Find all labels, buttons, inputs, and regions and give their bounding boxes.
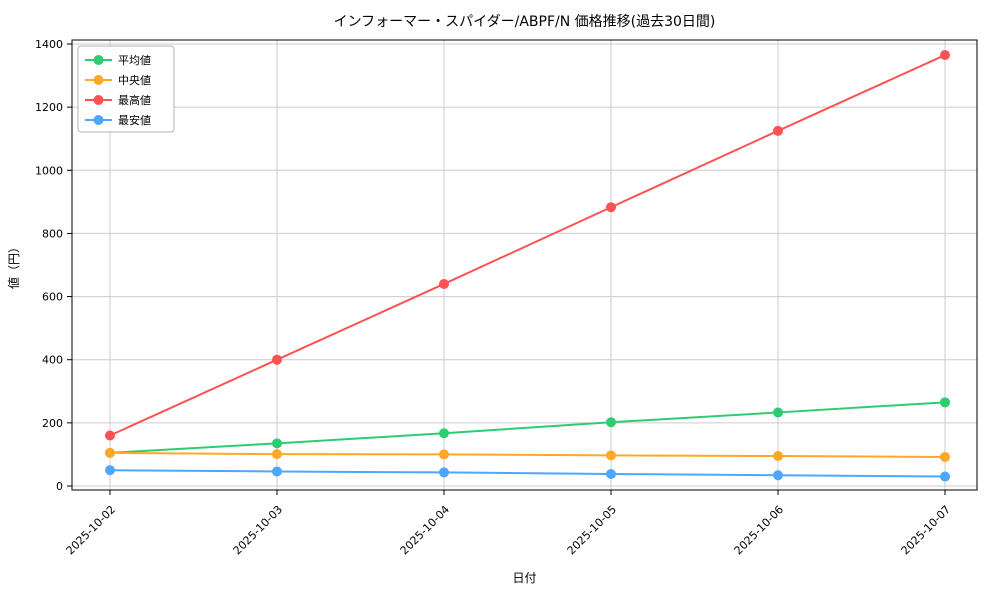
x-tick-label: 2025-10-02 — [64, 503, 118, 557]
series-point-lowest — [773, 470, 783, 481]
y-tick-label: 400 — [42, 354, 63, 367]
series-point-median — [606, 450, 616, 461]
series-line-median — [109, 451, 946, 458]
series-point-highest — [940, 50, 950, 61]
series-point-median — [439, 449, 449, 460]
series-point-average — [940, 397, 950, 408]
series-point-average — [439, 428, 449, 439]
y-axis-label: 値（円） — [6, 241, 21, 289]
series-point-median — [272, 449, 282, 460]
series-point-highest — [773, 125, 783, 136]
y-tick-label: 600 — [42, 291, 63, 304]
y-tick-label: 1400 — [35, 38, 63, 51]
series-point-lowest — [606, 469, 616, 480]
legend-label-average: 平均値 — [118, 54, 151, 67]
legend-marker-average — [93, 55, 104, 65]
series-point-lowest — [105, 465, 115, 476]
x-tick-label: 2025-10-05 — [565, 503, 619, 557]
x-tick-label: 2025-10-03 — [231, 503, 285, 557]
legend-marker-highest — [93, 95, 104, 105]
x-tick-label: 2025-10-07 — [899, 503, 953, 557]
series-point-median — [773, 451, 783, 462]
series-point-median — [105, 447, 115, 458]
legend-label-lowest: 最安値 — [118, 113, 151, 127]
x-tick-label: 2025-10-04 — [398, 503, 452, 557]
y-tick-label: 1000 — [35, 164, 63, 177]
legend-box — [77, 45, 175, 133]
chart-title: インフォーマー・スパイダー/ABPF/N 価格推移(過去30日間) — [334, 14, 716, 30]
series-line-average — [109, 401, 946, 454]
series-line-highest — [109, 54, 946, 437]
series-point-average — [272, 438, 282, 449]
series-point-lowest — [940, 471, 950, 482]
y-tick-label: 800 — [42, 227, 63, 240]
series-point-lowest — [439, 467, 449, 478]
legend-label-highest: 最高値 — [118, 93, 151, 107]
legend-marker-lowest — [93, 115, 104, 125]
legend-label-median: 中央値 — [118, 74, 151, 87]
series-point-lowest — [272, 466, 282, 477]
series-line-lowest — [109, 469, 946, 478]
x-axis-label: 日付 — [512, 571, 536, 585]
x-tick-label: 2025-10-06 — [732, 503, 786, 557]
y-tick-label: 200 — [42, 417, 63, 430]
series-point-median — [940, 451, 950, 462]
plot-border — [71, 39, 978, 491]
series-point-highest — [272, 354, 282, 365]
y-tick-label: 1200 — [35, 101, 63, 114]
legend-marker-median — [93, 75, 104, 85]
series-point-average — [606, 417, 616, 428]
series-point-highest — [606, 202, 616, 213]
series-point-average — [773, 407, 783, 418]
series-point-highest — [105, 430, 115, 441]
series-point-highest — [439, 278, 449, 289]
y-tick-label: 0 — [56, 480, 63, 493]
